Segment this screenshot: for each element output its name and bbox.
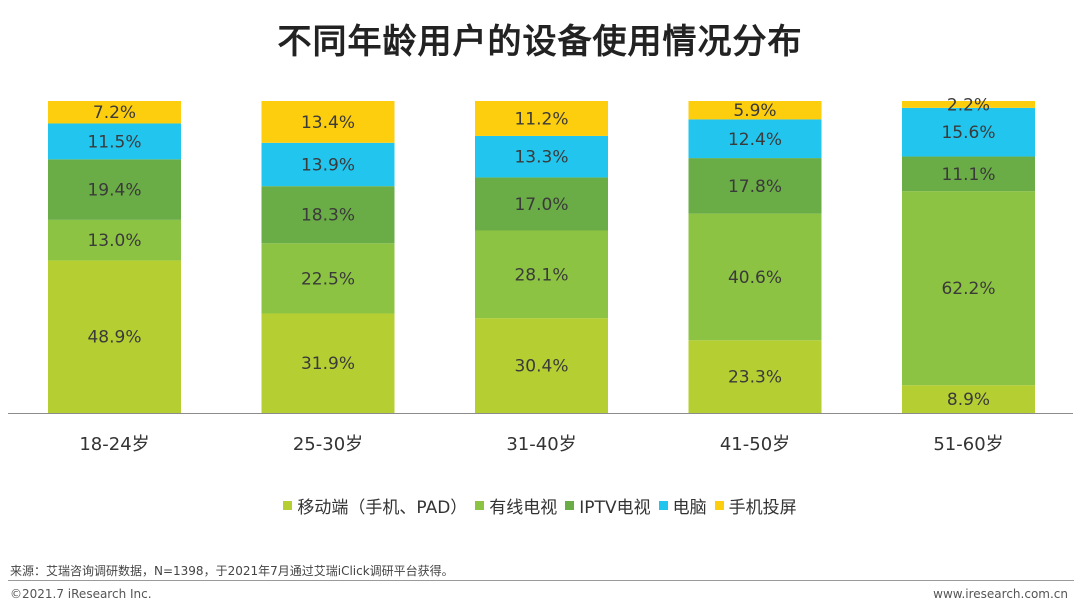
- legend-swatch: [475, 501, 485, 510]
- data-label: 11.2%: [514, 109, 568, 129]
- data-label: 2.2%: [947, 95, 990, 115]
- bar-segment: [48, 260, 181, 413]
- legend-label: 手机投屏: [728, 498, 797, 518]
- bar-segment: [261, 243, 395, 314]
- data-label: 31.9%: [301, 354, 355, 374]
- bar-segment: [261, 101, 395, 143]
- legend-item: IPTV电视: [565, 493, 651, 518]
- legend-swatch: [283, 501, 293, 510]
- data-label: 13.0%: [87, 231, 141, 251]
- bar-segment: [688, 101, 822, 120]
- data-label: 40.6%: [728, 268, 782, 288]
- data-label: 30.4%: [514, 357, 568, 377]
- data-label: 13.9%: [301, 155, 355, 175]
- legend-swatch: [565, 501, 575, 510]
- bar-segment: [475, 230, 608, 319]
- bar-segment: [688, 213, 822, 341]
- data-label: 17.8%: [728, 177, 782, 197]
- data-label: 18.3%: [301, 206, 355, 226]
- data-label: 13.3%: [514, 148, 568, 168]
- legend-swatch: [714, 501, 724, 510]
- bar-segment: [902, 107, 1035, 157]
- copyright-text: ©2021.7 iResearch Inc.: [10, 587, 152, 601]
- data-label: 11.1%: [941, 165, 995, 185]
- data-label: 8.9%: [947, 390, 990, 410]
- bar-segment: [48, 219, 181, 261]
- data-label: 11.5%: [87, 132, 141, 152]
- stacked-bar-chart: 48.9% 13.0% 19.4% 11.5% 7.2% 18-24岁 31.9% 22.5%…: [8, 95, 1073, 455]
- x-tick-label: 41-50岁: [720, 434, 790, 455]
- bar-segment: [688, 340, 822, 413]
- legend-item: 有线电视: [475, 493, 557, 518]
- x-tick-label: 31-40岁: [506, 434, 576, 455]
- x-tick-label: 25-30岁: [293, 434, 363, 455]
- data-label: 13.4%: [301, 113, 355, 133]
- bar-segment: [475, 318, 608, 413]
- legend-item: 手机投屏: [714, 493, 797, 518]
- bar-segment: [902, 385, 1035, 413]
- chart-legend: 移动端（手机、PAD） 有线电视 IPTV电视 电脑 手机投屏: [0, 493, 1080, 518]
- bar-segment: [48, 101, 181, 124]
- bar-segment: [475, 177, 608, 231]
- bar-segment: [475, 135, 608, 178]
- bar-segment: [48, 159, 181, 220]
- data-label: 62.2%: [941, 279, 995, 299]
- legend-swatch: [658, 501, 668, 510]
- legend-label: IPTV电视: [579, 498, 651, 518]
- data-label: 23.3%: [728, 368, 782, 388]
- data-label: 15.6%: [941, 123, 995, 143]
- legend-item: 移动端（手机、PAD）: [283, 493, 467, 518]
- bar-segment: [261, 186, 395, 244]
- bar-segment: [688, 158, 822, 214]
- chart-title: 不同年龄用户的设备使用情况分布: [277, 22, 803, 62]
- website-link[interactable]: www.iresearch.com.cn: [933, 587, 1068, 601]
- legend-label: 有线电视: [489, 498, 558, 518]
- bar-segment: [902, 191, 1035, 386]
- data-label: 7.2%: [93, 103, 136, 123]
- bar-segment: [261, 142, 395, 187]
- data-label: 28.1%: [514, 265, 568, 285]
- data-label: 5.9%: [733, 101, 776, 121]
- data-label: 22.5%: [301, 269, 355, 289]
- data-label: 48.9%: [87, 328, 141, 348]
- bar-segment: [261, 313, 395, 413]
- data-label: 19.4%: [87, 181, 141, 201]
- footer-divider: [8, 580, 1074, 581]
- x-tick-label: 51-60岁: [933, 434, 1003, 455]
- bar-segment: [688, 119, 822, 159]
- data-label: 12.4%: [728, 130, 782, 150]
- bar-segment: [475, 101, 608, 136]
- source-note: 来源：艾瑞咨询调研数据，N=1398，于2021年7月通过艾瑞iClick调研平…: [10, 564, 454, 578]
- legend-label: 移动端（手机、PAD）: [297, 498, 468, 518]
- bar-segment: [48, 123, 181, 160]
- data-label: 17.0%: [514, 195, 568, 215]
- legend-item: 电脑: [658, 493, 707, 518]
- bar-segment: [902, 101, 1035, 108]
- bar-segment: [902, 156, 1035, 192]
- legend-label: 电脑: [672, 498, 707, 518]
- x-tick-label: 18-24岁: [79, 434, 149, 455]
